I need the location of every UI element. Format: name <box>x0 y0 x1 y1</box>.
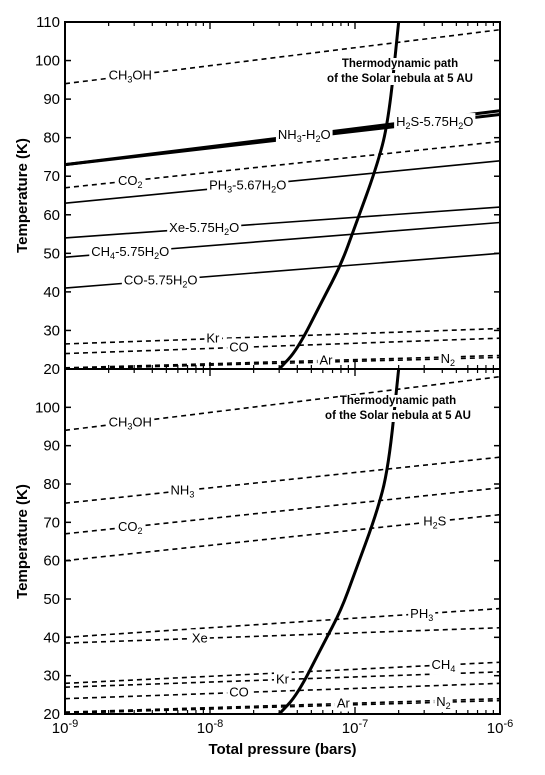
series-label: CO <box>227 338 251 356</box>
series-label: CO <box>227 683 251 701</box>
y-tick-label: 50 <box>43 245 60 262</box>
y-tick-label: 60 <box>43 553 60 570</box>
x-tick-label: 10-7 <box>342 718 368 737</box>
series-label: CH4-5.75H2O <box>89 242 172 262</box>
svg-text:PH3: PH3 <box>410 606 433 623</box>
x-tick-label: 10-9 <box>52 718 78 737</box>
svg-text:Xe-5.75H2O: Xe-5.75H2O <box>169 220 239 237</box>
nebula-path-annotation: Thermodynamic path of the Solar nebula at… <box>325 58 475 85</box>
y-tick-label: 90 <box>43 438 60 455</box>
svg-text:Ar: Ar <box>320 352 334 367</box>
series-label: Ar <box>317 351 336 369</box>
svg-text:CO-5.75H2O: CO-5.75H2O <box>124 272 198 289</box>
svg-text:Kr: Kr <box>206 331 220 346</box>
y-tick-label: 90 <box>43 91 60 108</box>
series-line <box>65 456 500 504</box>
svg-text:H2S: H2S <box>423 514 446 531</box>
svg-text:of the Solar nebula at 5 AU: of the Solar nebula at 5 AU <box>327 73 473 85</box>
chart-panel-top: 20 30 40 50 60 70 80 90 100 110 Temperature (K) CH3… <box>14 14 501 378</box>
series-line <box>65 206 500 239</box>
svg-text:H2S-5.75H2O: H2S-5.75H2O <box>396 114 473 131</box>
series-label: CO-5.75H2O <box>121 271 200 291</box>
svg-text:CO: CO <box>229 685 249 700</box>
x-tick-label: 10-6 <box>487 718 513 737</box>
svg-text:CH4: CH4 <box>432 657 456 674</box>
series-label: PH3-5.67H2O <box>207 176 289 196</box>
y-tick-label: 40 <box>43 284 60 301</box>
series-label: Kr <box>204 329 223 347</box>
y-tick-label: 60 <box>43 207 60 224</box>
series-line <box>65 354 500 369</box>
series-label: Kr <box>274 670 292 688</box>
series-line <box>65 626 500 644</box>
y-tick-label: 70 <box>43 168 60 185</box>
series-label: CH4 <box>429 655 458 675</box>
y-tick-label: 80 <box>43 130 60 147</box>
svg-text:NH3-H2O: NH3-H2O <box>278 127 331 144</box>
series-label: PH3 <box>408 604 436 624</box>
series-line <box>65 337 500 355</box>
series-line <box>65 327 500 345</box>
svg-text:Ar: Ar <box>337 695 351 710</box>
series-line <box>65 697 500 713</box>
svg-text:N2: N2 <box>436 694 450 711</box>
svg-text:CH3OH: CH3OH <box>109 68 152 85</box>
y-tick-label: 110 <box>36 14 60 31</box>
svg-text:CO2: CO2 <box>118 519 143 536</box>
plot-frame <box>64 368 501 715</box>
y-tick-label: 80 <box>43 476 60 493</box>
chart-panel-bottom: 20 30 40 50 60 70 80 90 100 Temperature (K) CH3OH N… <box>14 368 513 758</box>
nebula-path-curve <box>278 22 401 369</box>
series-label: H2S <box>421 512 449 532</box>
svg-text:Xe: Xe <box>192 630 208 645</box>
series-label: N2 <box>434 693 453 713</box>
nebula-path-annotation: Thermodynamic path of the Solar nebula at… <box>323 395 473 422</box>
y-tick-label: 100 <box>35 399 60 416</box>
series-label: N2 <box>438 349 458 369</box>
x-axis-title: Total pressure (bars) <box>208 741 356 758</box>
series-line <box>65 699 500 714</box>
nebula-path-curve <box>278 369 401 714</box>
svg-text:CH4-5.75H2O: CH4-5.75H2O <box>91 244 169 261</box>
svg-text:N2: N2 <box>441 351 455 368</box>
y-axis-title: Temperature (K) <box>14 484 31 599</box>
svg-text:CO2: CO2 <box>118 173 143 190</box>
svg-text:Kr: Kr <box>276 672 290 687</box>
y-tick-label: 30 <box>43 322 60 339</box>
series-label: Xe-5.75H2O <box>167 219 242 239</box>
series-label: NH3 <box>168 481 197 501</box>
series-label: CO2 <box>115 171 145 191</box>
svg-text:Thermodynamic path: Thermodynamic path <box>340 395 456 407</box>
svg-text:PH3-5.67H2O: PH3-5.67H2O <box>209 177 286 194</box>
series-label: CO2 <box>115 517 145 537</box>
y-axis-title: Temperature (K) <box>14 138 31 253</box>
series-label: CH3OH <box>106 413 154 433</box>
svg-text:Thermodynamic path: Thermodynamic path <box>342 58 458 70</box>
series-label: CH3OH <box>106 66 154 86</box>
y-tick-label: 20 <box>43 706 60 723</box>
y-tick-label: 30 <box>43 668 60 685</box>
x-tick-label: 10-8 <box>197 718 223 737</box>
y-tick-label: 70 <box>43 514 60 531</box>
series-line <box>65 356 500 369</box>
series-label: H2S-5.75H2O <box>394 113 476 133</box>
series-label: Xe <box>189 629 210 647</box>
series-line <box>65 682 500 700</box>
y-tick-label: 50 <box>43 591 60 608</box>
svg-text:of the Solar nebula at 5 AU: of the Solar nebula at 5 AU <box>325 410 471 422</box>
y-tick-label: 100 <box>35 53 60 70</box>
series-label: Ar <box>334 694 353 712</box>
y-tick-label: 20 <box>43 361 60 378</box>
y-tick-label: 40 <box>43 629 60 646</box>
svg-text:CH3OH: CH3OH <box>109 414 152 431</box>
svg-text:NH3: NH3 <box>171 483 195 500</box>
svg-text:CO: CO <box>229 339 249 354</box>
series-label: NH3-H2O <box>275 125 333 145</box>
